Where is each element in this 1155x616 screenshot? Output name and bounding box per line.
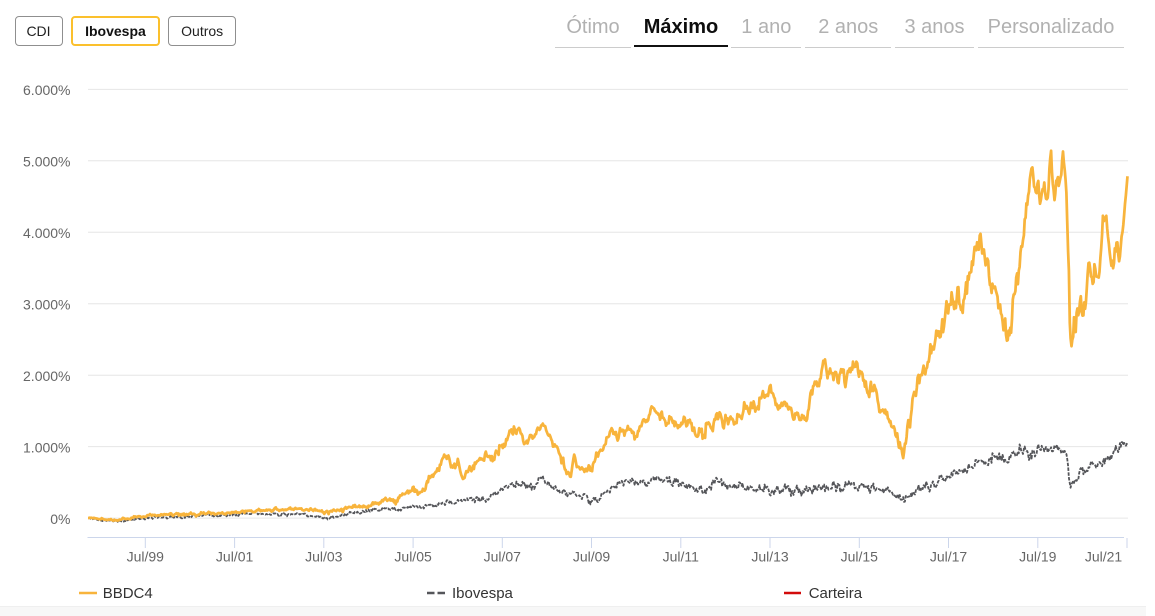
svg-text:Jul/11: Jul/11 [663,549,700,565]
svg-text:Jul/05: Jul/05 [394,549,432,565]
svg-text:Jul/03: Jul/03 [305,549,343,565]
svg-text:0%: 0% [50,511,70,527]
svg-text:4.000%: 4.000% [23,225,70,241]
svg-text:5.000%: 5.000% [23,154,70,170]
svg-text:Jul/19: Jul/19 [1019,549,1057,565]
svg-text:Jul/99: Jul/99 [127,549,165,565]
svg-text:3.000%: 3.000% [23,296,70,312]
svg-text:2.000%: 2.000% [23,368,70,384]
svg-text:Jul/01: Jul/01 [216,549,254,565]
svg-text:Jul/13: Jul/13 [751,549,789,565]
svg-text:1.000%: 1.000% [23,439,70,455]
svg-text:Jul/17: Jul/17 [930,549,968,565]
svg-text:Jul/21: Jul/21 [1085,549,1123,565]
svg-text:Jul/15: Jul/15 [841,549,879,565]
svg-text:6.000%: 6.000% [23,82,70,98]
svg-text:Jul/09: Jul/09 [573,549,611,565]
svg-text:Jul/07: Jul/07 [484,549,522,565]
